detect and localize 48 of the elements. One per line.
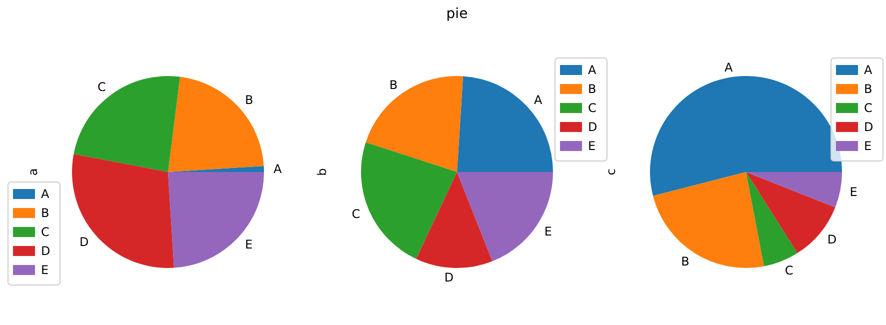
legend-label: A [41,187,50,202]
legend-label: D [864,120,874,134]
slice-label: E [544,224,552,239]
slice-label: D [80,235,89,250]
slice-label: A [274,162,283,176]
text: a [26,168,40,176]
slice-label: D [827,232,837,247]
pie-slice [653,172,764,268]
pie-slice [366,76,464,172]
slice-label: E [850,184,858,199]
legend-label: B [864,82,872,96]
legend-label: B [588,82,596,96]
legend-label: E [864,139,872,154]
legend-label: E [588,139,596,154]
text: c [604,168,618,176]
pie-slice [650,76,842,196]
slice-label: C [784,263,794,278]
legend-label: D [41,244,50,258]
legend-label: B [41,206,50,220]
slice-label: E [244,237,253,252]
pie-slice [746,172,836,254]
legend-label: C [41,225,50,240]
legend-label: D [588,120,598,134]
pie-slice [361,142,457,259]
slice-label: B [681,254,690,268]
pie-slice [457,76,553,172]
slice-label: C [352,207,360,222]
legend-label: C [864,101,872,116]
pie-slice [74,76,180,172]
chart-title: pie [446,6,468,22]
pie-slice [746,172,798,266]
legend-label: A [864,63,873,78]
pie-slice [746,172,842,208]
slice-label: A [724,60,734,74]
slice-label: A [534,92,543,107]
legend-label: C [588,101,596,116]
pie-slice [168,172,264,268]
slice-label: B [389,78,398,92]
legend-label: A [588,63,597,78]
pie-slice [168,76,264,172]
pie-slice [457,172,553,262]
slice-label: D [444,270,454,285]
pie-slice [416,172,492,268]
legend-label: E [41,263,49,278]
slice-label: B [244,92,254,107]
pie-slice [72,154,174,268]
text: b [315,168,329,176]
slice-label: C [98,80,106,94]
